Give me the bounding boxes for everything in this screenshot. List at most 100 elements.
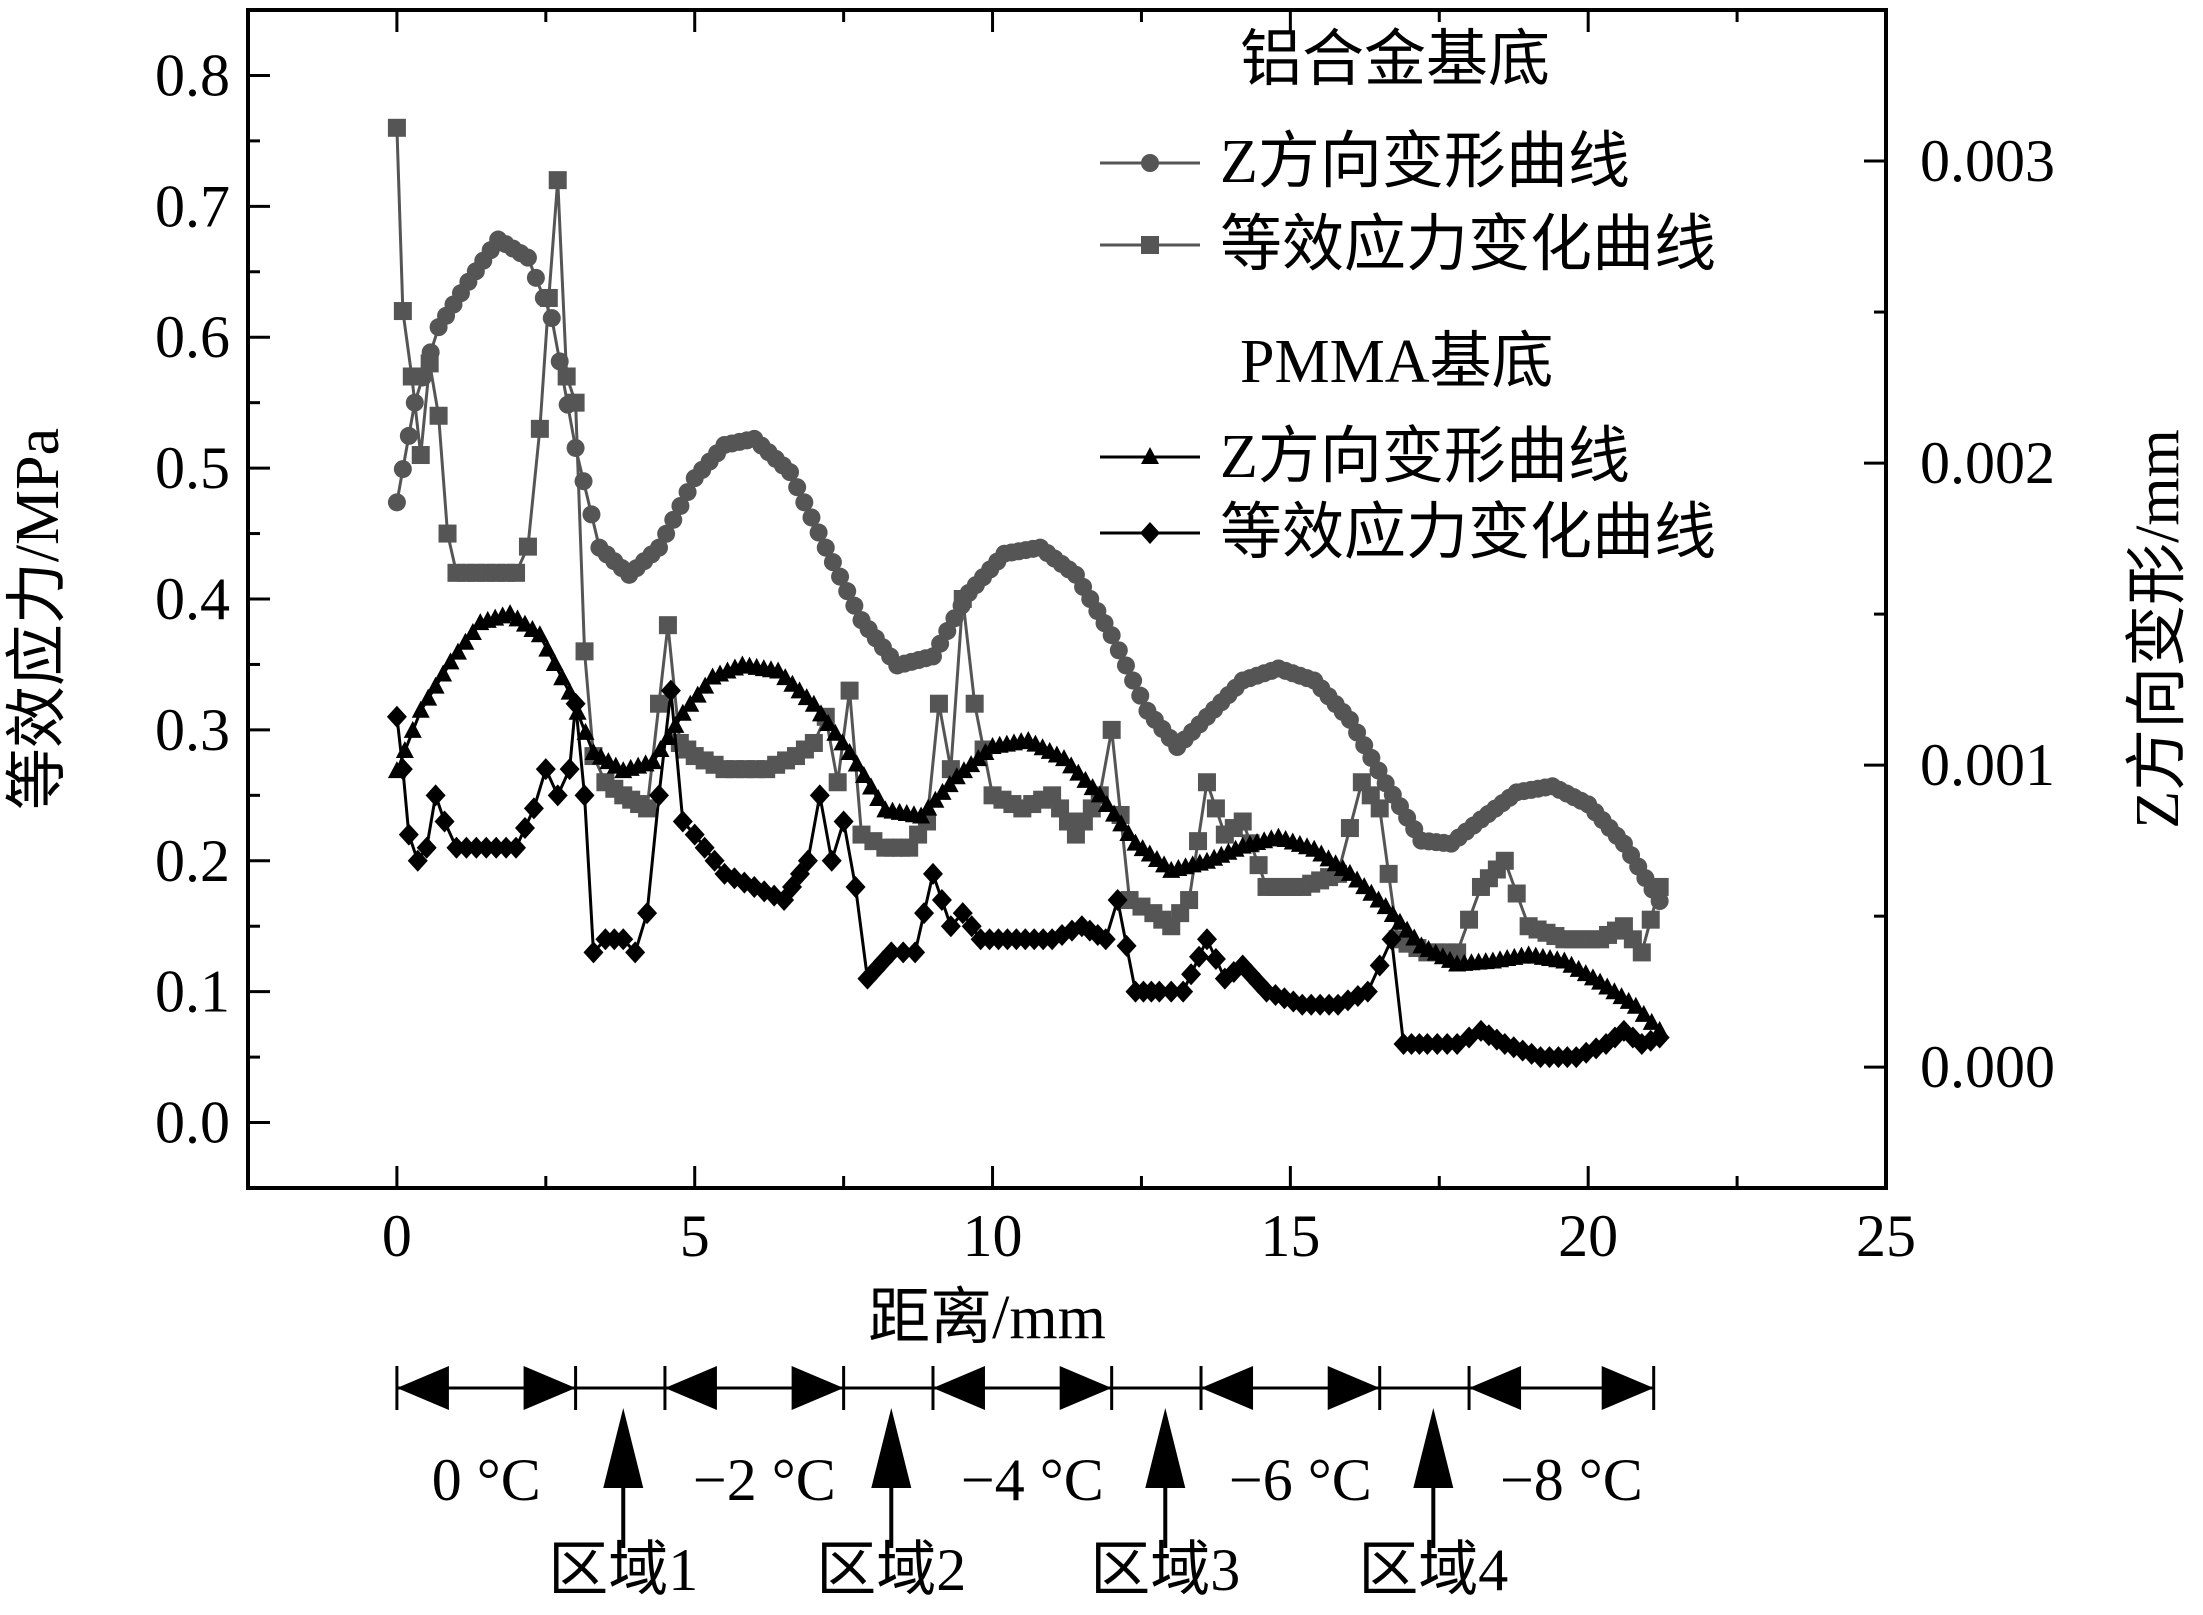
y-left-tick-label: 0.4 bbox=[155, 566, 230, 632]
data-point bbox=[862, 777, 881, 795]
data-point bbox=[1090, 785, 1109, 803]
data-point bbox=[1205, 947, 1226, 970]
data-point bbox=[804, 694, 823, 712]
temperature-arrow-left bbox=[932, 1366, 985, 1410]
data-point bbox=[826, 723, 845, 741]
x-tick-label: 0 bbox=[382, 1203, 412, 1269]
zone-label: 区域4 bbox=[1358, 1537, 1508, 1603]
y-left-tick-label: 0.8 bbox=[155, 42, 230, 108]
y-left-tick-label: 0.0 bbox=[155, 1090, 230, 1156]
data-point bbox=[809, 523, 828, 542]
data-point bbox=[1379, 864, 1398, 883]
data-point bbox=[1507, 884, 1526, 903]
zone-label: 区域1 bbox=[548, 1537, 698, 1603]
data-point bbox=[797, 849, 818, 872]
data-point bbox=[1116, 934, 1137, 957]
data-point bbox=[833, 810, 854, 833]
data-point bbox=[840, 743, 859, 761]
temperature-label: −4 °C bbox=[961, 1447, 1104, 1513]
data-point bbox=[518, 537, 537, 556]
data-point bbox=[1369, 954, 1390, 977]
data-point bbox=[1141, 154, 1159, 172]
zone-arrow-head bbox=[603, 1408, 644, 1488]
data-point bbox=[905, 941, 926, 964]
data-point bbox=[420, 354, 439, 373]
data-point bbox=[514, 817, 535, 840]
data-point bbox=[1381, 928, 1402, 951]
data-point bbox=[425, 784, 446, 807]
temperature-arrow-right bbox=[1327, 1366, 1380, 1410]
data-point bbox=[637, 902, 658, 925]
data-point bbox=[664, 510, 683, 529]
data-point bbox=[566, 393, 585, 412]
data-point bbox=[1112, 814, 1131, 832]
data-point bbox=[809, 784, 830, 807]
data-point bbox=[1634, 1004, 1653, 1022]
temperature-arrow-right bbox=[791, 1366, 844, 1410]
y-left-tick-label: 0.3 bbox=[155, 697, 230, 763]
zone-arrow-head bbox=[1413, 1408, 1454, 1488]
data-point bbox=[553, 668, 572, 686]
data-point bbox=[547, 784, 568, 807]
data-point bbox=[940, 915, 961, 938]
temperature-label: −2 °C bbox=[693, 1447, 836, 1513]
data-point bbox=[931, 889, 952, 912]
data-point bbox=[574, 784, 595, 807]
data-point bbox=[1383, 904, 1402, 922]
y-axis-left-title: 等效应力/MPa bbox=[4, 428, 72, 810]
y-right-tick-label: 0.002 bbox=[1920, 430, 2055, 496]
data-point bbox=[429, 406, 448, 425]
data-point bbox=[1102, 626, 1121, 645]
data-point bbox=[1119, 823, 1138, 841]
data-point bbox=[1109, 641, 1128, 660]
data-point bbox=[671, 496, 690, 515]
x-tick-label: 15 bbox=[1260, 1203, 1320, 1269]
data-point bbox=[523, 797, 544, 820]
data-point bbox=[1390, 912, 1409, 930]
y-left-tick-label: 0.2 bbox=[155, 828, 230, 894]
data-point bbox=[1357, 980, 1378, 1003]
data-point bbox=[1376, 897, 1395, 915]
data-point bbox=[1180, 891, 1199, 910]
legend-group2-title: PMMA基底 bbox=[1240, 328, 1554, 396]
data-point bbox=[845, 875, 866, 898]
data-point bbox=[819, 714, 838, 732]
data-point bbox=[1097, 794, 1116, 812]
data-point bbox=[1632, 943, 1651, 962]
y-left-tick-label: 0.6 bbox=[155, 304, 230, 370]
data-point bbox=[403, 720, 422, 738]
data-point bbox=[704, 849, 725, 872]
legend-group1-title: 铝合金基底 bbox=[1240, 26, 1550, 94]
data-point bbox=[526, 268, 545, 287]
data-point bbox=[1116, 656, 1135, 675]
data-point bbox=[1642, 1012, 1661, 1030]
temperature-arrow-right bbox=[523, 1366, 576, 1410]
data-point bbox=[545, 653, 564, 671]
temperature-arrow-left bbox=[1201, 1366, 1254, 1410]
data-point bbox=[557, 367, 576, 386]
data-point bbox=[795, 493, 814, 512]
legend: 铝合金基底Z方向变形曲线等效应力变化曲线PMMA基底Z方向变形曲线等效应力变化曲… bbox=[1100, 26, 1716, 567]
data-point bbox=[961, 915, 982, 938]
data-point bbox=[411, 446, 430, 465]
data-point bbox=[565, 692, 586, 715]
data-point bbox=[402, 367, 421, 386]
legend-pmma-deform: Z方向变形曲线 bbox=[1220, 423, 1630, 491]
series-3 bbox=[387, 604, 1669, 1038]
data-point bbox=[1189, 832, 1208, 851]
data-point bbox=[838, 582, 857, 601]
series-layer bbox=[386, 118, 1670, 1069]
data-point bbox=[416, 836, 437, 859]
data-point bbox=[658, 727, 677, 745]
data-point bbox=[393, 302, 412, 321]
data-point bbox=[441, 652, 460, 670]
data-point bbox=[929, 694, 948, 713]
data-point bbox=[550, 352, 569, 371]
data-point bbox=[559, 758, 580, 781]
data-point bbox=[648, 784, 669, 807]
data-point bbox=[1140, 522, 1160, 544]
data-point bbox=[506, 836, 527, 859]
data-point bbox=[1249, 856, 1268, 875]
data-point bbox=[1398, 920, 1417, 938]
x-tick-label: 20 bbox=[1558, 1203, 1618, 1269]
